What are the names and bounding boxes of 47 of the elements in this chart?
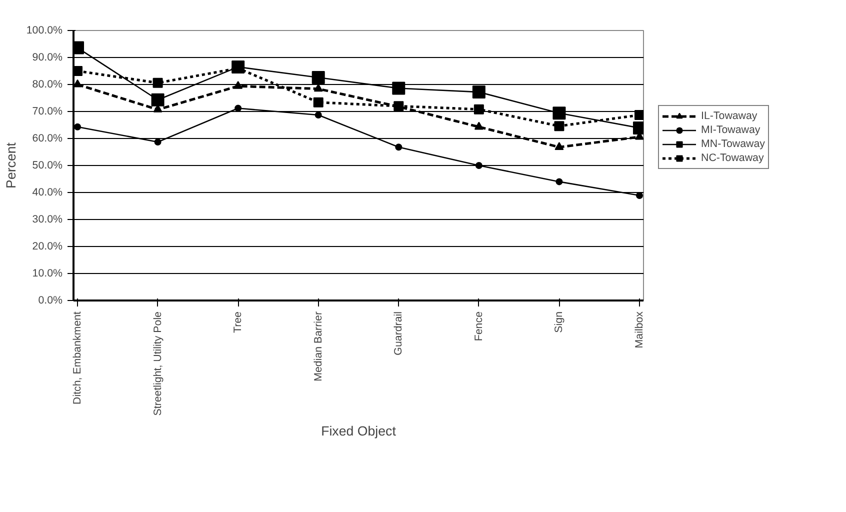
point — [151, 93, 164, 106]
y-tick-label: 40.0% — [32, 186, 64, 198]
y-axis-title: Percent — [3, 142, 18, 188]
legend-label: MN-Towaway — [701, 137, 765, 151]
y-tick-label: 90.0% — [32, 52, 64, 64]
point — [152, 78, 163, 88]
y-tick-label: 20.0% — [32, 240, 64, 252]
point — [554, 121, 564, 132]
x-tick-label: Median Barrier — [312, 311, 324, 382]
legend-label: MI-Towaway — [701, 123, 760, 137]
point — [475, 162, 482, 169]
y-tick-label: 60.0% — [32, 132, 64, 144]
point — [552, 106, 566, 120]
y-tick-label: 10.0% — [32, 268, 64, 280]
x-tick-label: Guardrail — [392, 312, 405, 356]
y-tick-label: 100.0% — [26, 24, 64, 36]
y-tick-label: 0.0% — [38, 294, 64, 306]
point — [312, 70, 325, 84]
point — [313, 97, 324, 108]
point — [154, 138, 162, 146]
legend-label: NC-Towaway — [701, 151, 764, 165]
x-tick-label: Streetlight, Utility Pole — [152, 311, 164, 416]
point — [392, 82, 406, 95]
point — [74, 66, 83, 76]
x-axis-title: Fixed Object — [321, 424, 396, 439]
point — [474, 122, 484, 130]
x-tick-label: Mailbox — [633, 310, 646, 348]
x-tick-label: Sign — [553, 311, 566, 333]
x-tick-label: Ditch, Embankment — [72, 311, 84, 404]
x-tick-label: Tree — [232, 311, 244, 334]
y-tick-label: 30.0% — [32, 214, 64, 226]
point — [556, 178, 563, 186]
x-tick-label: Fence — [472, 311, 485, 342]
legend-label: IL-Towaway — [701, 109, 758, 123]
point — [554, 142, 564, 150]
point — [234, 104, 242, 112]
y-tick-label: 70.0% — [32, 106, 64, 118]
point — [474, 104, 484, 114]
point — [395, 144, 402, 151]
point — [472, 86, 486, 99]
point — [74, 79, 82, 88]
y-tick-label: 50.0% — [32, 160, 64, 172]
point — [634, 110, 644, 120]
point — [74, 123, 82, 130]
y-tick-label: 80.0% — [32, 78, 64, 90]
point — [234, 81, 243, 89]
point — [314, 112, 322, 119]
